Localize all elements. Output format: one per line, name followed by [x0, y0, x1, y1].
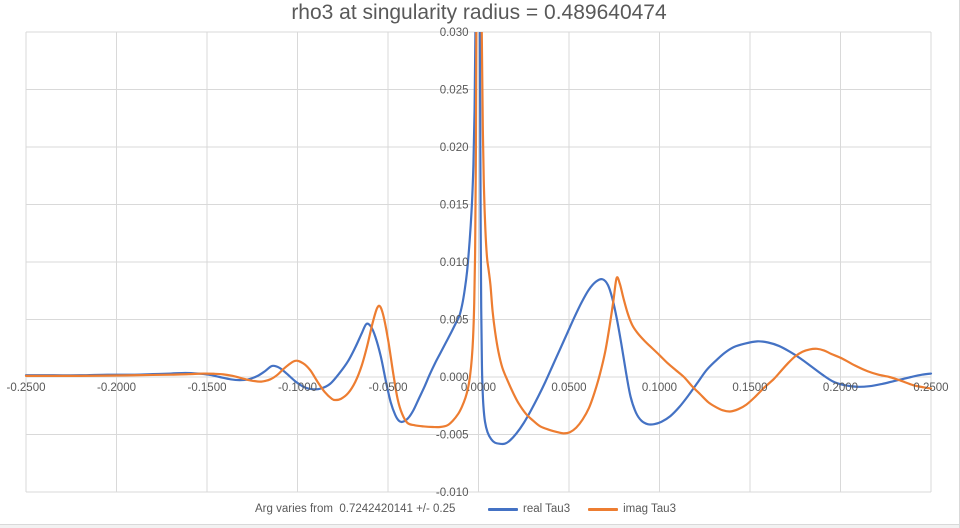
y-tick-label: 0.020: [440, 142, 469, 154]
legend-label-imag: imag Tau3: [623, 503, 676, 515]
chart-bottom-border: [0, 524, 960, 525]
x-tick-label: 0.0000: [461, 382, 496, 394]
legend: real Tau3 imag Tau3: [488, 503, 676, 515]
x-tick-label: 0.0500: [551, 382, 586, 394]
y-tick-label: 0.025: [440, 85, 469, 97]
legend-label-real: real Tau3: [523, 503, 571, 515]
chart-title: rho3 at singularity radius = 0.489640474: [291, 1, 667, 24]
window-edge-strip: [0, 525, 960, 528]
x-tick-label: -0.1000: [278, 382, 317, 394]
annotation-arg-range: Arg varies from 0.7242420141 +/- 0.25: [255, 503, 456, 515]
y-tick-label: -0.005: [436, 430, 469, 442]
x-tick-label: 0.1000: [642, 382, 677, 394]
y-tick-label: 0.030: [440, 27, 469, 39]
x-tick-label: -0.2500: [6, 382, 45, 394]
legend-item-imag-tau3[interactable]: imag Tau3: [588, 503, 676, 515]
x-tick-label: -0.2000: [97, 382, 136, 394]
y-tick-label: 0.005: [440, 315, 469, 327]
series-imag-tau3[interactable]: [24, 0, 933, 435]
series-real-tau3[interactable]: [24, 0, 933, 446]
y-tick-label: 0.010: [440, 257, 469, 269]
legend-swatch-imag-icon: [588, 507, 619, 511]
legend-item-real-tau3[interactable]: real Tau3: [488, 503, 570, 515]
y-tick-label: -0.010: [436, 487, 469, 499]
x-tick-label: 0.1500: [732, 382, 767, 394]
x-tick-label: -0.1500: [187, 382, 226, 394]
x-tick-label: 0.2000: [823, 382, 858, 394]
legend-swatch-real-icon: [488, 507, 518, 511]
x-tick-label: -0.0500: [368, 382, 407, 394]
y-tick-label: 0.015: [440, 200, 469, 212]
y-tick-label: 0.000: [440, 372, 469, 384]
x-tick-label: 0.2500: [913, 382, 948, 394]
